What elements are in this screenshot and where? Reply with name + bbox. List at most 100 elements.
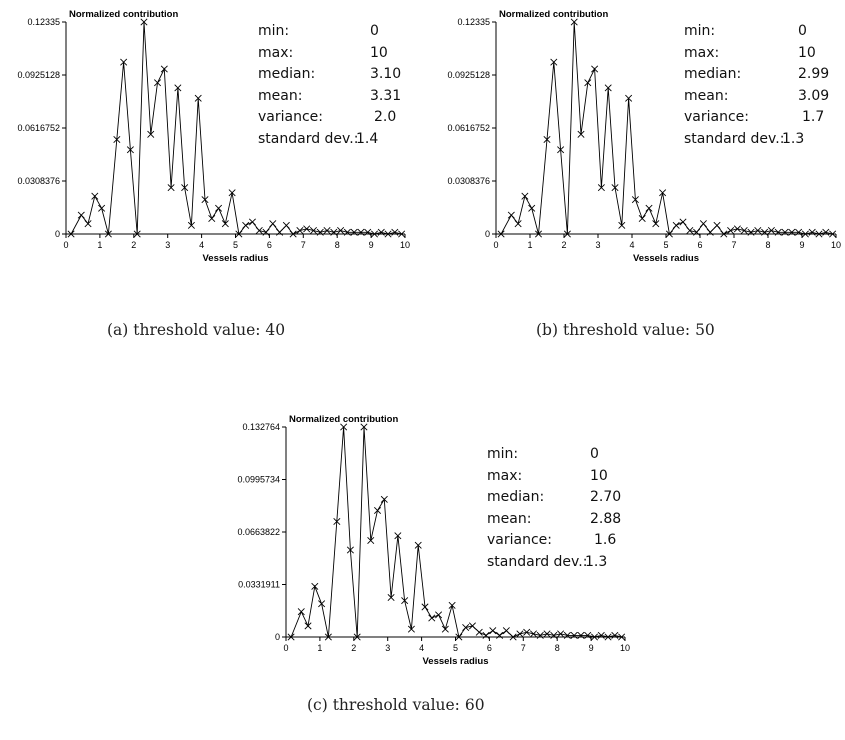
y-tick-label: 0.0925128 [447, 70, 490, 80]
stat-row-max: max: 10 [487, 466, 657, 488]
stat-label: variance: [684, 109, 749, 125]
stat-label: standard dev.: [487, 553, 588, 570]
data-point-marker [496, 631, 504, 639]
data-point-marker [679, 218, 687, 226]
data-point-marker [303, 225, 311, 233]
stat-value: 10 [590, 467, 608, 484]
y-tick-label: 0.12335 [457, 17, 490, 27]
data-point-marker [154, 79, 162, 87]
x-tick-label: 1 [317, 643, 322, 653]
stat-value: 3.31 [370, 87, 402, 104]
data-point-marker [384, 230, 392, 238]
stat-row-median: median: 3.10 [258, 64, 428, 86]
data-point-marker [367, 536, 375, 545]
stat-label: median: [684, 66, 742, 82]
data-point-marker [815, 230, 823, 238]
stat-row-std: standard dev.: 1.4 [258, 129, 428, 151]
data-point-marker [475, 628, 483, 636]
data-point-marker [311, 582, 319, 590]
stat-row-std: standard dev.: 1.3 [487, 552, 657, 574]
data-point-marker [316, 228, 324, 236]
data-point-marker [625, 94, 633, 102]
stat-value: 1.3 [782, 130, 805, 147]
data-point-marker [391, 228, 399, 236]
stat-label: standard dev.: [258, 130, 359, 147]
data-point-marker [557, 146, 565, 154]
stat-row-variance: variance: 2.0 [258, 107, 428, 129]
stat-label: min: [487, 446, 519, 462]
x-tick-label: 5 [453, 643, 458, 653]
data-point-marker [77, 211, 85, 219]
data-point-marker [570, 18, 578, 26]
data-point-marker [297, 608, 305, 616]
y-tick-label: 0.132764 [242, 422, 280, 432]
stat-label: variance: [487, 532, 552, 548]
x-tick-label: 3 [165, 240, 170, 250]
data-point-marker [181, 184, 189, 192]
x-tick-label: 6 [697, 240, 702, 250]
x-tick-label: 2 [561, 240, 566, 250]
stat-row-mean: mean: 3.31 [258, 86, 428, 108]
x-tick-label: 0 [283, 643, 288, 653]
data-point-marker [509, 633, 517, 641]
stat-label: mean: [258, 87, 303, 104]
data-point-marker [282, 221, 290, 229]
data-point-marker [699, 220, 707, 228]
x-tick-label: 9 [799, 240, 804, 250]
y-tick-label: 0.0616752 [17, 123, 60, 133]
data-point-marker [360, 423, 368, 431]
data-point-marker [228, 189, 236, 197]
data-point-marker [377, 228, 385, 236]
data-point-marker [489, 627, 497, 635]
x-tick-label: 5 [233, 240, 238, 250]
data-point-marker [652, 220, 660, 228]
data-point-marker [497, 230, 505, 238]
data-point-marker [333, 518, 341, 526]
caption-b: (b) threshold value: 50 [536, 321, 715, 339]
data-point-marker [754, 227, 762, 235]
data-point-marker [618, 633, 626, 641]
x-tick-label: 0 [493, 240, 498, 250]
stat-row-mean: mean: 3.09 [684, 86, 845, 108]
stat-label: max: [684, 44, 720, 61]
data-point-marker [665, 230, 673, 238]
data-point-marker [590, 633, 599, 641]
data-point-marker [262, 228, 270, 236]
x-tick-label: 7 [301, 240, 306, 250]
x-tick-label: 4 [199, 240, 204, 250]
stat-value: 1.3 [585, 553, 608, 570]
data-point-marker [160, 65, 168, 73]
x-tick-label: 10 [400, 240, 410, 250]
data-point-marker [822, 228, 830, 236]
data-point-marker [318, 600, 326, 608]
data-point-marker [528, 204, 536, 212]
stat-label: mean: [684, 87, 729, 104]
data-point-marker [255, 227, 263, 235]
y-tick-label: 0.0308376 [17, 176, 60, 186]
y-tick-label: 0 [485, 229, 490, 239]
data-point-marker [502, 627, 510, 635]
stat-value: 2.70 [590, 489, 622, 505]
data-point-marker [591, 65, 599, 73]
data-point-marker [693, 228, 701, 236]
data-point-marker [543, 135, 551, 143]
data-point-marker [309, 227, 317, 235]
stats-table-b: min: 0 max: 10 median: 2.99 mean: 3.09 varia… [684, 21, 845, 150]
chart-title: Normalized contribution [499, 9, 608, 20]
stat-value: 0 [590, 446, 599, 462]
data-point-marker [289, 230, 297, 238]
data-point-marker [570, 631, 578, 639]
stat-label: mean: [487, 510, 532, 527]
data-point-marker [808, 228, 816, 236]
data-point-marker [534, 230, 543, 238]
data-point-marker [781, 228, 789, 236]
data-point-marker [269, 220, 277, 228]
data-point-marker [706, 228, 714, 236]
stat-label: max: [487, 467, 523, 484]
data-point-marker [201, 196, 209, 204]
stat-value: 2.88 [590, 510, 622, 527]
panel-b: 0 0.0308376 0.0616752 0.0925128 0.12335 0 1 2 3 4… [430, 0, 845, 350]
data-point-marker [604, 84, 612, 92]
stat-row-variance: variance: 1.7 [684, 107, 845, 129]
data-point-marker [672, 221, 680, 229]
